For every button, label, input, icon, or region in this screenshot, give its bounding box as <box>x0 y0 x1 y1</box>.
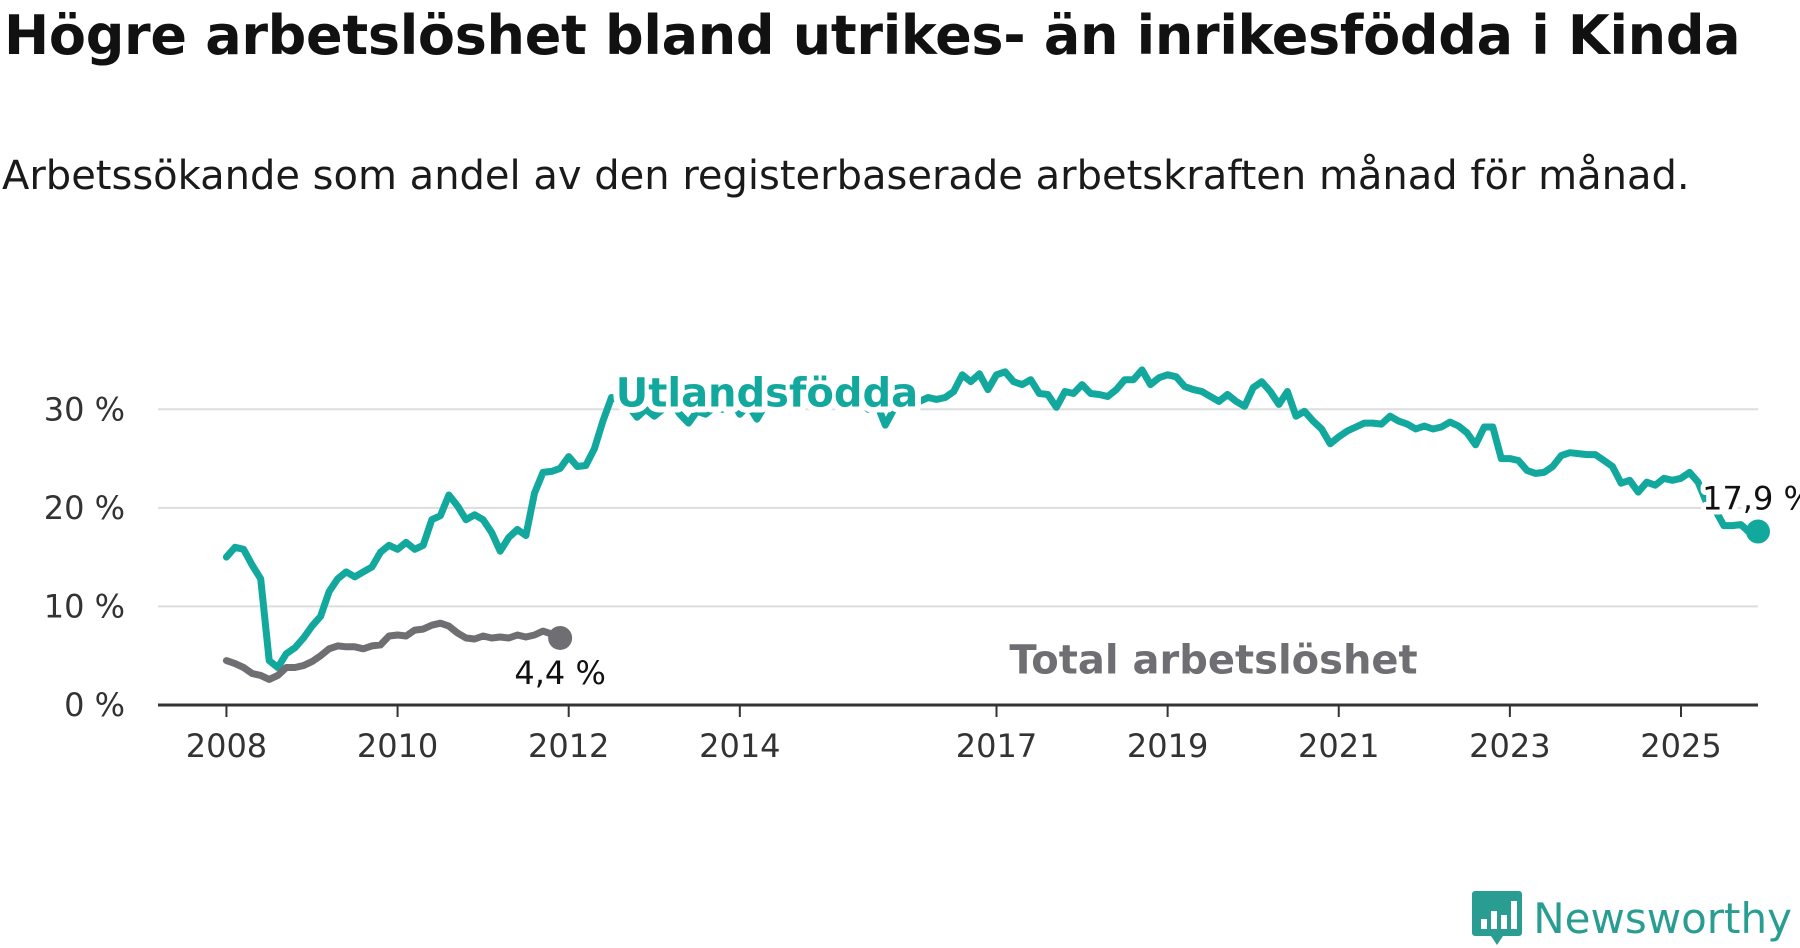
series-end-marker-1 <box>548 625 573 650</box>
y-tick-label: 0 % <box>64 686 125 724</box>
x-tick-label: 2014 <box>699 727 780 765</box>
x-tick-label: 2023 <box>1469 727 1550 765</box>
series-labels: 17,9 % 4,4 % Utlandsfödda Total arbetslöshe… <box>509 364 1800 697</box>
x-tick-label: 2012 <box>528 727 609 765</box>
x-tick-label: 2019 <box>1127 727 1208 765</box>
bar-chart-speech-bubble-icon <box>1472 891 1523 945</box>
series-end-label-0: 17,9 % <box>1702 480 1800 518</box>
series-line-0 <box>222 366 1762 671</box>
x-tick-label: 2010 <box>357 727 438 765</box>
series-line-1 <box>222 619 564 683</box>
chart-title: Högre arbetslöshet bland utrikes- än inr… <box>4 4 1741 67</box>
y-tick-label: 30 % <box>44 390 125 428</box>
logo-text: Newsworthy <box>1533 893 1792 943</box>
x-tick-label: 2025 <box>1640 727 1721 765</box>
newsworthy-logo: Newsworthy <box>1471 888 1792 948</box>
series-end-label-1: 4,4 % <box>514 654 605 692</box>
x-axis-ticks: 2008 2010 2012 2014 2017 2019 2021 2023 2025 <box>186 705 1722 765</box>
series-name-label-0: Utlandsfödda <box>616 370 918 416</box>
series-name-label-1: Total arbetslöshet <box>1009 637 1417 683</box>
y-axis-ticks: 0 % 10 % 20 % 30 % <box>44 390 125 724</box>
y-tick-label: 10 % <box>44 587 125 625</box>
chart-subtitle: Arbetssökande som andel av den registerb… <box>2 153 1690 199</box>
grid-lines <box>158 408 1758 707</box>
x-tick-label: 2021 <box>1298 727 1379 765</box>
y-tick-label: 20 % <box>44 489 125 527</box>
series-lines <box>222 366 1770 683</box>
x-tick-label: 2017 <box>956 727 1037 765</box>
series-end-marker-0 <box>1746 519 1770 544</box>
x-tick-label: 2008 <box>186 727 267 765</box>
